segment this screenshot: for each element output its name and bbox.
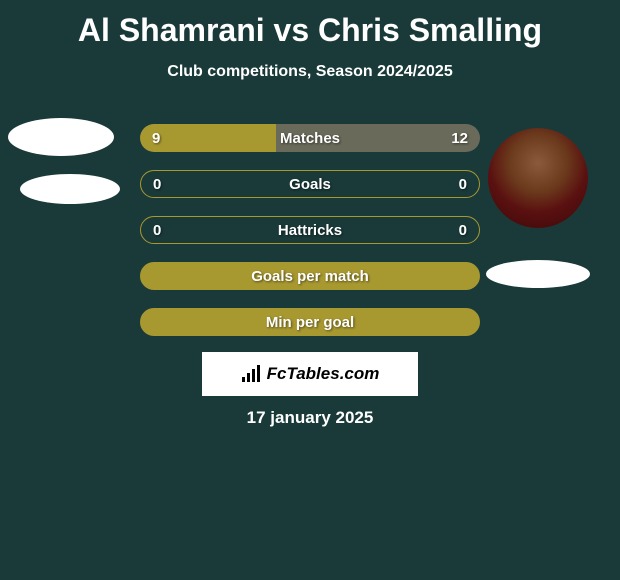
stat-row-goals: 0 Goals 0 [140,170,480,198]
stat-fill [140,124,276,152]
bar-chart-icon [241,365,263,383]
avatar-right-placeholder [486,260,590,288]
stat-label: Min per goal [266,314,354,331]
footer-brand-text: FcTables.com [267,364,380,384]
stat-left-value: 0 [153,222,161,239]
page-subtitle: Club competitions, Season 2024/2025 [0,63,620,81]
footer-date: 17 january 2025 [247,408,374,428]
avatar-left-placeholder-1 [8,118,114,156]
page-title: Al Shamrani vs Chris Smalling [0,0,620,49]
stat-right-value: 12 [451,130,468,147]
player-right-avatar-area [488,128,590,288]
stat-left-value: 0 [153,176,161,193]
player-left-avatar-area [8,118,120,204]
stat-right-value: 0 [459,222,467,239]
stat-row-hattricks: 0 Hattricks 0 [140,216,480,244]
stat-left-value: 9 [152,130,160,147]
stat-row-goals-per-match: Goals per match [140,262,480,290]
stat-right-value: 0 [459,176,467,193]
stat-row-matches: 9 Matches 12 [140,124,480,152]
stats-container: 9 Matches 12 0 Goals 0 0 Hattricks 0 Goa… [140,124,480,354]
stat-label: Goals [289,176,331,193]
avatar-left-placeholder-2 [20,174,120,204]
footer-brand-logo: FcTables.com [202,352,418,396]
stat-row-min-per-goal: Min per goal [140,308,480,336]
stat-label: Hattricks [278,222,342,239]
stat-label: Matches [280,130,340,147]
player-right-photo [488,128,588,228]
stat-label: Goals per match [251,268,369,285]
